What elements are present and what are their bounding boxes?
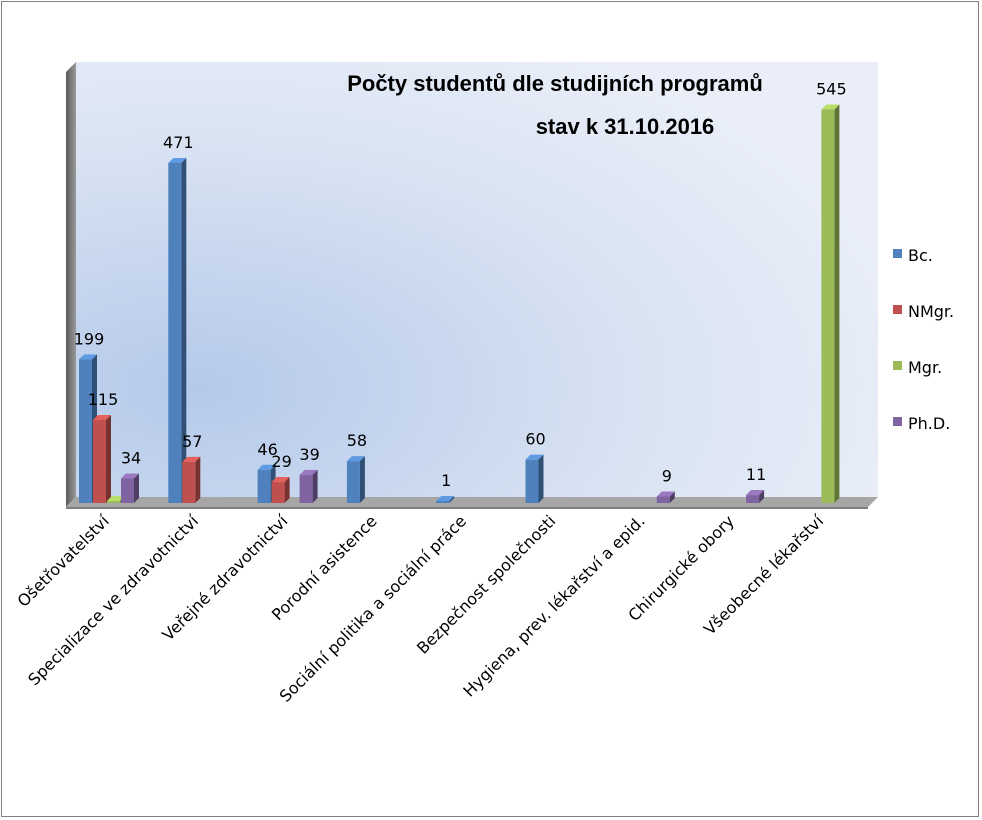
bar-side xyxy=(134,473,139,503)
data-label-mgr-v-eobecn-l-ka-stv: 545 xyxy=(816,80,847,99)
bar-front xyxy=(107,501,120,503)
bar-side xyxy=(284,477,290,503)
bar-ph-d-chirurgick-obory xyxy=(746,490,765,503)
category-label-o-et-ovatelstv: Ošetřovatelství xyxy=(14,511,114,611)
bar-side xyxy=(195,456,201,503)
data-label-bc-o-et-ovatelstv: 199 xyxy=(74,329,105,348)
data-label-bc-porodn-asistence: 58 xyxy=(347,431,367,450)
legend-label: NMgr. xyxy=(908,302,954,321)
bar-top xyxy=(299,469,318,475)
bar-side xyxy=(834,104,840,503)
bar-front xyxy=(525,459,539,503)
bar-front xyxy=(346,461,360,503)
bar-top xyxy=(93,414,111,420)
legend-label: Bc. xyxy=(908,246,933,265)
data-label-bc-ve-ejn-zdravotnictv: 46 xyxy=(257,440,277,459)
legend-swatch xyxy=(893,361,902,370)
data-label-ph-d-ve-ejn-zdravotnictv: 39 xyxy=(299,445,319,464)
bar-top xyxy=(257,464,276,470)
bar-front xyxy=(271,482,285,503)
bar-front xyxy=(121,478,134,503)
category-label-soci-ln-politika-a-soci-ln-pr-ce: Sociální politika a sociální práce xyxy=(276,511,470,705)
bar-top xyxy=(346,456,365,462)
back-wall xyxy=(76,62,878,497)
bar-front xyxy=(821,109,835,503)
bar-top xyxy=(271,477,290,483)
legend-label: Mgr. xyxy=(908,358,942,377)
bar-nmgr-o-et-ovatelstv xyxy=(93,414,111,503)
bar-side xyxy=(449,496,455,503)
bar-side xyxy=(669,491,675,503)
category-label-hygiena-prev-l-ka-stv-a-epid: Hygiena, prev. lékařství a epid. xyxy=(459,511,648,700)
legend: Bc. NMgr. Mgr. Ph.D. xyxy=(893,246,954,433)
legend-item-nmgr: NMgr. xyxy=(893,302,954,321)
legend-swatch xyxy=(893,305,902,314)
data-label-nmgr-ve-ejn-zdravotnictv: 29 xyxy=(271,452,291,471)
bar-front xyxy=(79,359,92,503)
data-label-bc-soci-ln-politika-a-soci-ln-pr-ce: 1 xyxy=(441,471,451,490)
bar-front xyxy=(436,501,450,503)
bar-side xyxy=(312,469,318,503)
legend-item-ph-d: Ph.D. xyxy=(893,414,950,433)
bar-top xyxy=(746,490,765,496)
bar-nmgr-ve-ejn-zdravotnictv xyxy=(271,477,290,503)
bar-top xyxy=(436,496,455,501)
category-label-specializace-ve-zdravotnictv: Specializace ve zdravotnictví xyxy=(24,511,202,689)
bar-top xyxy=(121,473,139,479)
legend-swatch xyxy=(893,249,902,258)
side-wall xyxy=(66,62,76,507)
bar-side xyxy=(181,157,187,504)
legend-label: Ph.D. xyxy=(908,414,950,433)
bar-bc-bezpe-nost-spole-nosti xyxy=(525,454,544,503)
bar-side xyxy=(359,456,365,503)
bar-top xyxy=(525,454,544,460)
data-label-ph-d-o-et-ovatelstv: 34 xyxy=(121,448,141,467)
data-label-bc-specializace-ve-zdravotnictv: 471 xyxy=(163,133,194,152)
bar-top xyxy=(107,496,125,501)
floor-edge xyxy=(66,507,868,509)
bars-layer xyxy=(79,104,840,504)
legend-item-mgr: Mgr. xyxy=(893,358,942,377)
chart-subtitle: stav k 31.10.2016 xyxy=(536,114,715,139)
data-label-nmgr-o-et-ovatelstv: 115 xyxy=(88,390,119,409)
bar-ph-d-hygiena-prev-l-ka-stv-a-epid xyxy=(656,491,675,503)
bar-front xyxy=(746,495,760,503)
bar-top xyxy=(79,354,97,360)
bar-bc-specializace-ve-zdravotnictv xyxy=(168,157,187,504)
bar-front xyxy=(182,461,196,503)
legend-swatch xyxy=(893,417,902,426)
bar-nmgr-specializace-ve-zdravotnictv xyxy=(182,456,201,503)
bar-top xyxy=(656,491,675,497)
bar-side xyxy=(538,454,544,503)
bar-front xyxy=(168,162,182,504)
bar-bc-porodn-asistence xyxy=(346,456,365,503)
bar-front xyxy=(299,474,313,503)
bar-side xyxy=(759,490,765,503)
bar-side xyxy=(106,414,111,503)
bar-front xyxy=(656,496,670,503)
data-label-bc-bezpe-nost-spole-nosti: 60 xyxy=(525,430,545,449)
data-label-nmgr-specializace-ve-zdravotnictv: 57 xyxy=(182,432,202,451)
bar-bc-soci-ln-politika-a-soci-ln-pr-ce xyxy=(436,496,455,503)
chart-title: Počty studentů dle studijních programů xyxy=(347,71,763,96)
bar-front xyxy=(257,469,271,503)
bar-top xyxy=(168,157,187,163)
bar-top xyxy=(182,456,201,462)
bar-ph-d-ve-ejn-zdravotnictv xyxy=(299,469,318,503)
data-label-ph-d-chirurgick-obory: 11 xyxy=(746,465,766,484)
data-label-ph-d-hygiena-prev-l-ka-stv-a-epid: 9 xyxy=(662,467,672,486)
legend-item-bc: Bc. xyxy=(893,246,933,265)
bar-top xyxy=(821,104,840,110)
bar-front xyxy=(93,419,106,503)
bar-mgr-v-eobecn-l-ka-stv xyxy=(821,104,840,503)
bar-ph-d-o-et-ovatelstv xyxy=(121,473,139,503)
